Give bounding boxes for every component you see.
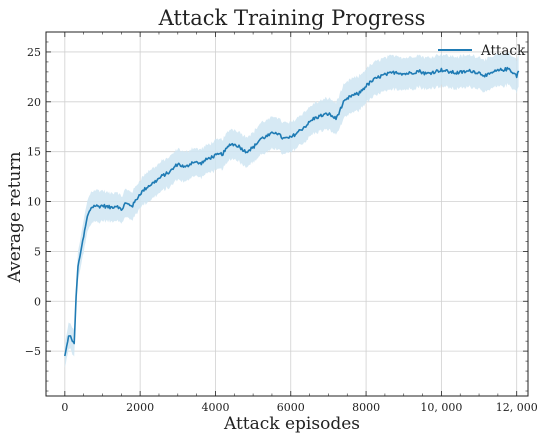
confidence-band-attack	[64, 51, 519, 368]
x-tick-label: 0	[61, 401, 68, 414]
confidence-band-layer	[64, 51, 519, 368]
y-tick-label: 15	[27, 146, 41, 159]
x-tick-label: 4000	[201, 401, 229, 414]
y-tick-label: 20	[27, 96, 41, 109]
y-tick-label: −5	[25, 345, 41, 358]
x-tick-label: 2000	[126, 401, 154, 414]
legend: Attack	[438, 43, 526, 59]
series-line-attack	[64, 66, 520, 357]
x-tick-label: 6000	[277, 401, 305, 414]
y-axis-ticks: −5 0 5 10 15 20 25	[25, 31, 528, 392]
x-tick-label: 10, 000	[420, 401, 462, 414]
y-axis-label: Average return	[5, 151, 25, 283]
y-tick-label: 5	[34, 245, 41, 258]
legend-label-attack: Attack	[480, 43, 526, 59]
chart-title: Attack Training Progress	[158, 6, 426, 30]
plot-frame	[45, 31, 529, 397]
x-tick-label: 12, 000	[496, 401, 538, 414]
x-tick-label: 8000	[352, 401, 380, 414]
y-tick-label: 25	[27, 46, 41, 59]
series-line-layer	[64, 66, 520, 357]
y-tick-label: 10	[27, 196, 41, 209]
y-tick-label: 0	[34, 295, 41, 308]
x-axis-label: Attack episodes	[223, 414, 360, 434]
x-axis-ticks: 0 2000 4000 6000 8000 10, 000 12, 000	[45, 32, 538, 414]
